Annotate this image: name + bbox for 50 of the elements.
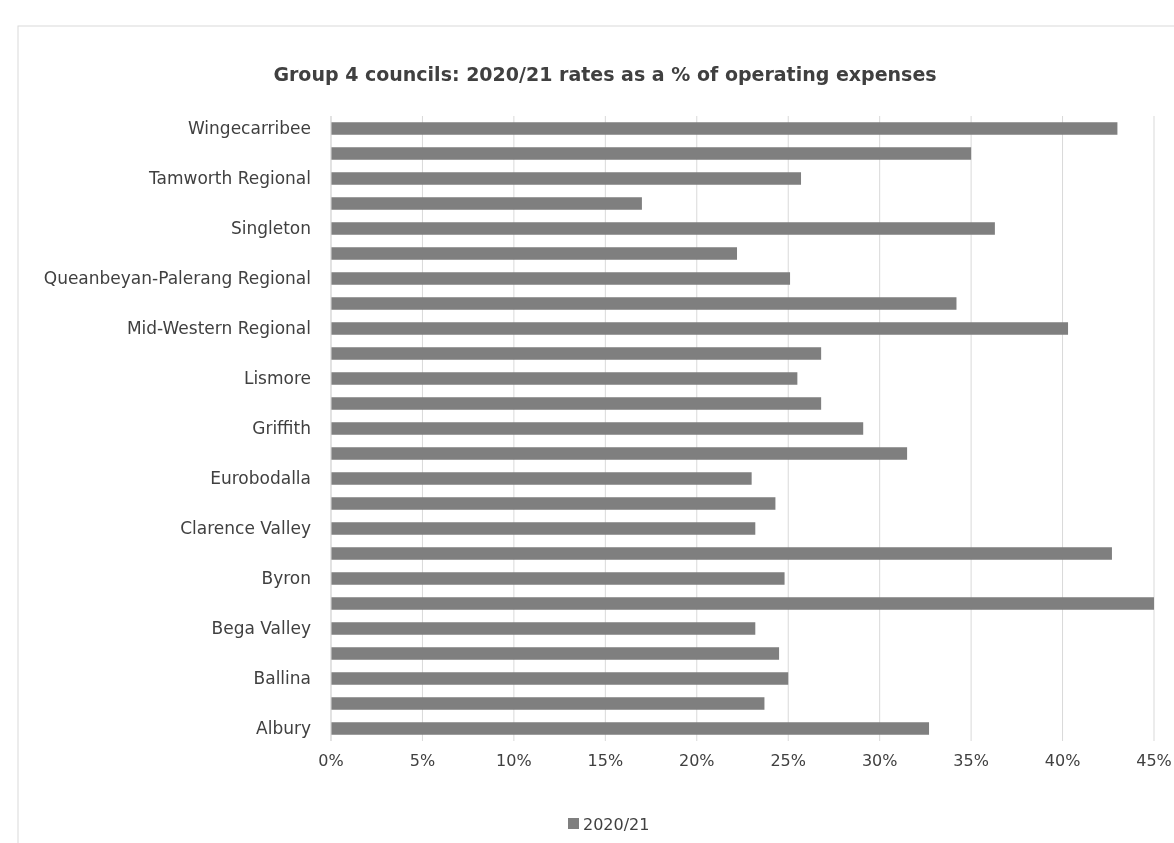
y-tick-label: Griffith xyxy=(252,418,311,439)
bar xyxy=(331,547,1112,560)
y-tick-label: Eurobodalla xyxy=(210,468,311,489)
bar xyxy=(331,622,756,635)
bar xyxy=(331,422,864,435)
bar xyxy=(331,597,1154,610)
bar xyxy=(331,297,957,310)
y-tick-label: Clarence Valley xyxy=(180,518,311,539)
y-tick-label: Ballina xyxy=(253,668,311,689)
chart-title: Group 4 councils: 2020/21 rates as a % of operating expenses xyxy=(273,63,937,85)
bar xyxy=(331,322,1069,335)
x-tick-label: 0% xyxy=(318,751,344,770)
bar xyxy=(331,672,789,685)
y-tick-label: Wingecarribee xyxy=(187,118,311,139)
y-tick-label: Mid-Western Regional xyxy=(126,318,311,339)
bar xyxy=(331,347,822,360)
y-tick-label: Bega Valley xyxy=(211,618,311,639)
bar xyxy=(331,722,930,735)
x-tick-label: 30% xyxy=(861,751,898,770)
x-tick-label: 35% xyxy=(953,751,989,770)
bar xyxy=(331,647,780,660)
legend-label: 2020/21 xyxy=(583,814,650,834)
x-tick-label: 45% xyxy=(1136,751,1172,770)
bar xyxy=(331,372,798,385)
bar xyxy=(331,197,642,210)
bar xyxy=(331,697,765,710)
x-tick-label: 40% xyxy=(1044,751,1081,770)
bar xyxy=(331,572,785,585)
x-tick-label: 25% xyxy=(770,751,806,770)
y-tick-label: Byron xyxy=(261,568,311,589)
bar xyxy=(331,172,802,185)
bar xyxy=(331,447,908,460)
bar xyxy=(331,122,1118,135)
y-tick-label: Albury xyxy=(256,718,311,739)
bar xyxy=(331,222,995,235)
bar xyxy=(331,497,776,510)
x-tick-label: 5% xyxy=(409,751,436,770)
x-tick-label: 15% xyxy=(587,751,624,770)
bar xyxy=(331,147,972,160)
x-tick-label: 20% xyxy=(679,751,715,770)
y-tick-label: Singleton xyxy=(230,218,311,239)
bar xyxy=(331,272,791,285)
bar xyxy=(331,472,752,485)
bar xyxy=(331,397,822,410)
bar xyxy=(331,522,756,535)
y-tick-label: Queanbeyan-Palerang Regional xyxy=(43,268,311,289)
y-tick-label: Lismore xyxy=(243,368,311,389)
bar xyxy=(331,247,738,260)
y-tick-label: Tamworth Regional xyxy=(147,168,311,189)
x-tick-label: 10% xyxy=(496,751,532,770)
